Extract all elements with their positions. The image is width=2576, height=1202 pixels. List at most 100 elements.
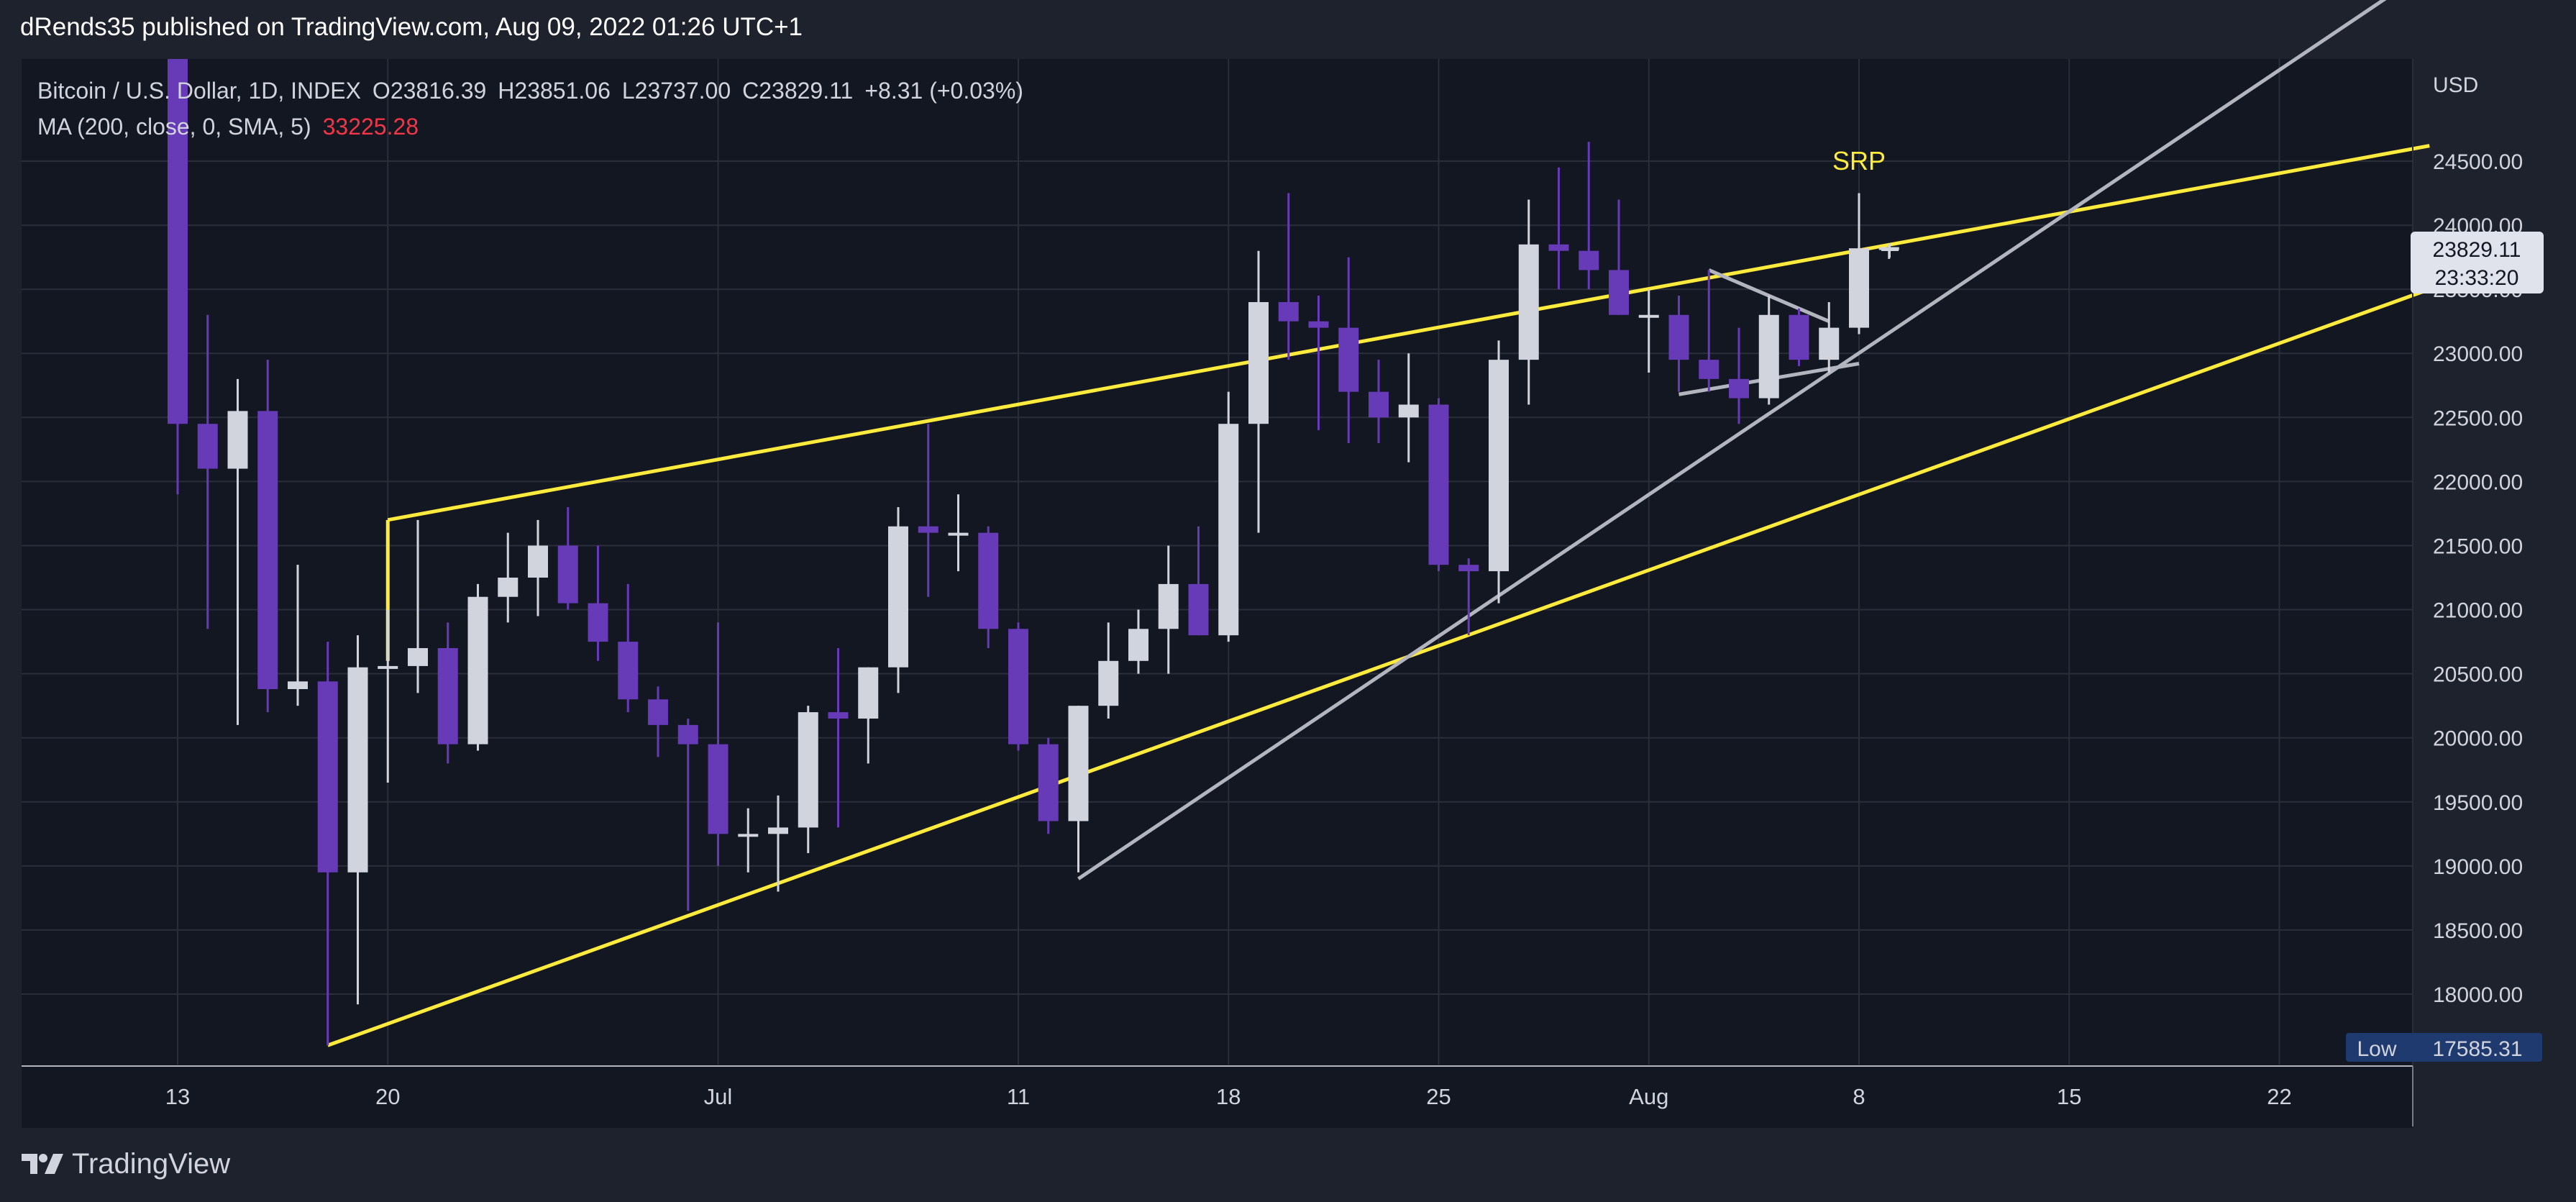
candle-body <box>888 526 908 668</box>
candle[interactable] <box>1638 289 1659 373</box>
candle[interactable] <box>408 519 428 693</box>
footer-brand[interactable]: TradingView <box>22 1144 230 1184</box>
trendline-yellow[interactable] <box>326 287 2431 1047</box>
candle[interactable] <box>768 795 788 892</box>
candle[interactable] <box>378 609 398 783</box>
candle[interactable] <box>1098 622 1119 719</box>
candle[interactable] <box>1369 360 1389 443</box>
candle[interactable] <box>437 622 458 764</box>
candle[interactable] <box>1338 257 1359 443</box>
candle[interactable] <box>1188 526 1209 636</box>
candle[interactable] <box>168 59 188 495</box>
candle[interactable] <box>1609 199 1629 315</box>
candle[interactable] <box>1548 167 1569 290</box>
candle-body <box>918 526 938 533</box>
candle-body <box>1398 404 1419 418</box>
candle-body <box>197 424 218 469</box>
candle[interactable] <box>227 378 248 725</box>
candle-body <box>347 667 368 873</box>
candle[interactable] <box>798 706 818 854</box>
x-tick-label: 15 <box>2057 1084 2081 1109</box>
trendline-yellow[interactable] <box>387 144 2430 522</box>
candle[interactable] <box>618 583 639 713</box>
candle[interactable] <box>257 360 278 713</box>
ma-value: 33225.28 <box>323 114 419 140</box>
candle[interactable] <box>1489 340 1509 604</box>
chart-pane-background <box>22 59 2413 1128</box>
candle[interactable] <box>1579 142 1599 290</box>
candle[interactable] <box>317 642 338 1046</box>
x-tick-label: Aug <box>1629 1084 1668 1109</box>
y-tick-label: 21000.00 <box>2433 599 2523 623</box>
last-price-value: 23829.11 <box>2433 238 2521 262</box>
candle[interactable] <box>1789 308 1809 367</box>
candle[interactable] <box>1518 199 1539 405</box>
y-tick-label: 24500.00 <box>2433 150 2523 174</box>
candle-body <box>978 532 999 629</box>
low-tag-value: 17585.31 <box>2432 1037 2522 1061</box>
candle-body <box>828 712 849 719</box>
candle[interactable] <box>498 532 519 623</box>
legend-change: +8.31 (+0.03%) <box>864 78 1023 104</box>
candle[interactable] <box>1878 244 1899 259</box>
candle[interactable] <box>1008 622 1028 751</box>
srp-annotation[interactable]: SRP <box>1832 146 1886 176</box>
candles[interactable] <box>168 59 1899 1046</box>
candle[interactable] <box>288 565 308 706</box>
candle[interactable] <box>888 507 908 693</box>
x-tick-label: 20 <box>375 1084 400 1109</box>
candle[interactable] <box>1668 296 1689 392</box>
candle[interactable] <box>918 424 938 597</box>
candle[interactable] <box>1248 250 1269 533</box>
candle[interactable] <box>1158 545 1179 674</box>
candle[interactable] <box>1128 609 1148 674</box>
x-tick-label: Jul <box>704 1084 733 1109</box>
candle[interactable] <box>588 545 608 661</box>
candle[interactable] <box>1758 296 1779 405</box>
candle[interactable] <box>677 718 698 911</box>
candle-body <box>1098 660 1119 706</box>
legend-open: O23816.39 <box>373 78 486 104</box>
candle[interactable] <box>708 622 729 866</box>
candle[interactable] <box>978 526 999 648</box>
candle[interactable] <box>1308 296 1329 431</box>
candle[interactable] <box>1458 558 1479 636</box>
candle-body <box>1758 314 1779 399</box>
candle[interactable] <box>1849 193 1869 334</box>
candle[interactable] <box>557 507 578 610</box>
candle-body <box>618 642 639 700</box>
candle[interactable] <box>197 314 218 629</box>
trendline-gray[interactable] <box>1077 0 2430 880</box>
candle[interactable] <box>528 519 548 616</box>
candle[interactable] <box>1218 391 1239 642</box>
tradingview-logo-icon <box>22 1154 63 1174</box>
candle[interactable] <box>858 667 879 764</box>
trendlines[interactable] <box>326 0 2431 1047</box>
candle[interactable] <box>1068 706 1089 873</box>
low-price-tag: Low 17585.31 <box>2346 1033 2542 1062</box>
legend-low: L23737.00 <box>622 78 731 104</box>
candle[interactable] <box>1729 327 1749 424</box>
candle[interactable] <box>467 583 488 751</box>
candle-body <box>317 681 338 873</box>
candle[interactable] <box>347 635 368 1005</box>
candle[interactable] <box>1819 301 1840 373</box>
time-axis[interactable]: 13 20 Jul 11 18 25 Aug 8 15 22 <box>165 1084 2292 1109</box>
candle-body <box>1248 301 1269 424</box>
candle[interactable] <box>1699 270 1719 392</box>
candle[interactable] <box>738 808 759 873</box>
candle-body <box>227 411 248 469</box>
candle[interactable] <box>1038 737 1059 834</box>
candle-body <box>648 699 668 725</box>
candle[interactable] <box>1398 353 1419 463</box>
candle[interactable] <box>828 647 849 828</box>
ma-label: MA (200, close, 0, SMA, 5) <box>37 114 311 140</box>
y-tick-label: 19000.00 <box>2433 855 2523 879</box>
candle[interactable] <box>648 686 668 757</box>
candle-body <box>467 596 488 745</box>
candle-body <box>1188 583 1209 636</box>
candle[interactable] <box>1428 398 1449 572</box>
candle[interactable] <box>1278 193 1299 360</box>
candle[interactable] <box>948 494 969 572</box>
